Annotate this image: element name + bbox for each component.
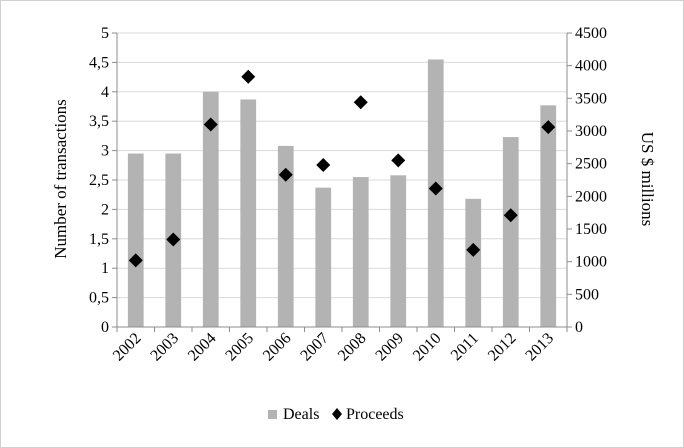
deals-bar: [315, 187, 332, 327]
y2-tick-label: 2500: [575, 156, 607, 173]
proceeds-marker: [353, 95, 368, 110]
legend: Deals Proceeds: [268, 406, 404, 423]
deals-bar: [390, 175, 407, 327]
y-tick-label: 0: [101, 319, 109, 336]
y-axis-title: Number of transactions: [51, 99, 70, 259]
y-tick-label: 2,5: [89, 172, 109, 189]
y2-tick-label: 2000: [575, 188, 607, 205]
proceeds-marker: [166, 232, 181, 247]
proceeds-marker: [466, 242, 481, 257]
y2-tick-label: 1500: [575, 221, 607, 238]
y2-tick-label: 1000: [575, 254, 607, 271]
proceeds-marker: [541, 120, 556, 135]
y-tick-label: 1: [101, 260, 109, 277]
proceeds-marker: [391, 153, 406, 168]
y2-tick-label: 500: [575, 286, 599, 303]
proceeds-marker: [428, 181, 443, 196]
proceeds-marker: [278, 167, 293, 182]
deals-bar: [352, 177, 369, 327]
legend-deals-label: Deals: [283, 406, 319, 423]
deals-bar: [502, 137, 519, 327]
y-tick-label: 1,5: [89, 231, 109, 248]
proceeds-marker: [128, 253, 143, 268]
y-tick-label: 0,5: [89, 290, 109, 307]
y2-tick-label: 3500: [575, 90, 607, 107]
y-tick-label: 5: [101, 25, 109, 42]
deals-bar: [465, 198, 482, 327]
y2-tick-label: 3000: [575, 123, 607, 140]
y2-tick-label: 0: [575, 319, 583, 336]
proceeds-marker: [316, 157, 331, 172]
y-tick-label: 2: [101, 201, 109, 218]
legend-proceeds-label: Proceeds: [346, 406, 404, 423]
y-tick-label: 3: [101, 143, 109, 160]
deals-bar: [202, 91, 219, 327]
legend-deals-swatch: [268, 410, 277, 419]
proceeds-marker: [241, 69, 256, 84]
axes: [112, 32, 572, 332]
proceeds-markers: [128, 69, 556, 268]
y2-tick-label: 4500: [575, 25, 607, 42]
legend-proceeds-marker: [332, 408, 342, 420]
proceeds-marker: [503, 208, 518, 223]
deals-bar: [277, 145, 294, 327]
deals-bar: [240, 99, 257, 327]
deals-bar: [127, 153, 144, 327]
proceeds-marker: [203, 117, 218, 132]
y2-axis-title: US $ millions: [638, 132, 657, 226]
deals-bar: [540, 105, 557, 327]
y-tick-label: 4: [101, 84, 109, 101]
y-tick-label: 3,5: [89, 113, 109, 130]
y2-tick-label: 4000: [575, 58, 607, 75]
y-tick-label: 4,5: [89, 54, 109, 71]
